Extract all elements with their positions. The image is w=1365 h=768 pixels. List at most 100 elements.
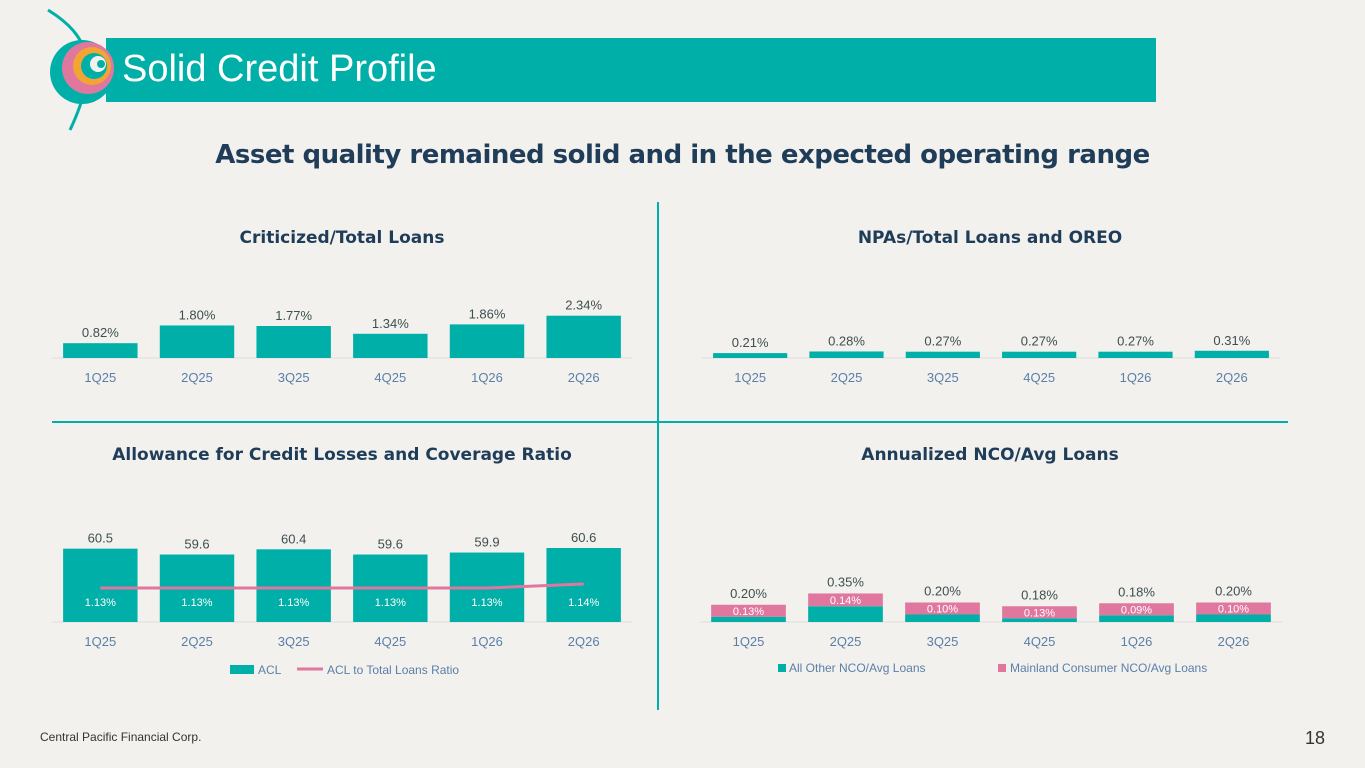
npas-bar-1 (809, 351, 884, 358)
acl-legend-swatch-acl (230, 665, 254, 674)
nco-bar-other-4 (1099, 615, 1174, 622)
acl-bar-label-1: 59.6 (184, 537, 209, 552)
acl-legend-label-acl: ACL (258, 663, 282, 677)
nco-bar-other-0 (711, 616, 786, 622)
nco-tick-label-4: 1Q26 (1121, 634, 1153, 649)
nco-bar-other-2 (905, 614, 980, 622)
nco-bar-mainland-2 (905, 602, 980, 615)
nco-total-label-1: 0.35% (827, 574, 864, 589)
npas-tick-label-5: 2Q26 (1216, 370, 1248, 385)
nco-tick-label-0: 1Q25 (733, 634, 765, 649)
nco-bar-other-5 (1196, 614, 1271, 622)
acl-tick-label-4: 1Q26 (471, 634, 503, 649)
nco-bar-mainland-1 (808, 593, 883, 607)
acl-tick-label-0: 1Q25 (84, 634, 116, 649)
nco-total-label-2: 0.20% (924, 584, 961, 599)
npas-bar-3 (1002, 351, 1077, 358)
npas-tick-label-0: 1Q25 (734, 370, 766, 385)
vertical-divider (657, 202, 659, 710)
npas-tick-label-3: 4Q25 (1023, 370, 1055, 385)
nco-tick-label-3: 4Q25 (1024, 634, 1056, 649)
title-bar (106, 38, 1156, 102)
acl-legend-label-ratio: ACL to Total Loans Ratio (327, 663, 459, 677)
acl-bar-label-3: 59.6 (378, 537, 403, 552)
criticized-data-label-1: 1.80% (179, 307, 216, 322)
footer-company: Central Pacific Financial Corp. (40, 730, 202, 744)
acl-bar-label-0: 60.5 (88, 531, 113, 546)
criticized-tick-label-3: 4Q25 (374, 370, 406, 385)
acl-tick-label-1: 2Q25 (181, 634, 213, 649)
criticized-data-label-5: 2.34% (565, 298, 602, 313)
acl-tick-label-3: 4Q25 (374, 634, 406, 649)
criticized-bar-2 (256, 326, 331, 358)
page-title: Solid Credit Profile (122, 48, 437, 90)
acl-bar-label-5: 60.6 (571, 530, 596, 545)
criticized-data-label-3: 1.34% (372, 316, 409, 331)
criticized-bar-0 (63, 343, 138, 358)
npas-data-label-0: 0.21% (732, 335, 769, 350)
criticized-tick-label-1: 2Q25 (181, 370, 213, 385)
nco-mainland-label-1: 0.14% (830, 595, 861, 607)
acl-bar-label-2: 60.4 (281, 531, 306, 546)
criticized-tick-label-0: 1Q25 (84, 370, 116, 385)
npas-tick-label-2: 3Q25 (927, 370, 959, 385)
nco-legend-swatch-other (778, 664, 786, 672)
chart-title-acl: Allowance for Credit Losses and Coverage… (112, 445, 572, 465)
criticized-tick-label-5: 2Q26 (568, 370, 600, 385)
nco-total-label-3: 0.18% (1021, 587, 1058, 602)
company-logo-icon (47, 8, 114, 131)
criticized-bar-1 (159, 325, 235, 358)
npas-tick-label-4: 1Q26 (1120, 370, 1152, 385)
nco-mainland-label-3: 0.13% (1024, 607, 1055, 619)
npas-bar-5 (1194, 350, 1269, 358)
acl-ratio-label-0: 1.13% (85, 597, 116, 609)
slide-subtitle: Asset quality remained solid and in the … (215, 140, 1150, 170)
criticized-bar-4 (449, 324, 525, 358)
acl-tick-label-5: 2Q26 (568, 634, 600, 649)
acl-ratio-label-2: 1.13% (278, 597, 309, 609)
criticized-data-label-0: 0.82% (82, 325, 119, 340)
acl-bar-2 (256, 549, 331, 622)
criticized-tick-label-4: 1Q26 (471, 370, 503, 385)
nco-bar-mainland-0 (711, 604, 786, 617)
nco-mainland-label-4: 0.09% (1121, 604, 1152, 616)
horizontal-divider (52, 421, 1288, 423)
criticized-bar-5 (546, 315, 621, 358)
acl-ratio-line (100, 582, 584, 590)
nco-total-label-0: 0.20% (730, 586, 767, 601)
acl-bar-0 (63, 548, 138, 622)
acl-ratio-label-1: 1.13% (181, 597, 212, 609)
npas-tick-label-1: 2Q25 (831, 370, 863, 385)
nco-tick-label-5: 2Q26 (1218, 634, 1250, 649)
acl-bar-label-4: 59.9 (474, 535, 499, 550)
acl-ratio-label-4: 1.13% (471, 597, 502, 609)
nco-bar-mainland-4 (1099, 603, 1174, 616)
nco-tick-label-1: 2Q25 (830, 634, 862, 649)
criticized-data-label-2: 1.77% (275, 308, 312, 323)
page-number: 18 (1304, 728, 1325, 748)
npas-bar-0 (713, 353, 788, 358)
nco-mainland-label-2: 0.10% (927, 604, 958, 616)
npas-data-label-4: 0.27% (1117, 334, 1154, 349)
criticized-tick-label-2: 3Q25 (278, 370, 310, 385)
nco-mainland-label-0: 0.13% (733, 606, 764, 618)
chart-title-nco: Annualized NCO/Avg Loans (861, 445, 1119, 465)
criticized-data-label-4: 1.86% (469, 306, 506, 321)
npas-bar-4 (1098, 351, 1173, 358)
nco-legend-label-other: All Other NCO/Avg Loans (789, 661, 926, 675)
acl-ratio-label-3: 1.13% (375, 597, 406, 609)
npas-data-label-1: 0.28% (828, 333, 865, 348)
chart-title-criticized: Criticized/Total Loans (239, 228, 445, 248)
nco-mainland-label-5: 0.10% (1218, 604, 1249, 616)
chart-title-npas: NPAs/Total Loans and OREO (857, 228, 1123, 248)
nco-tick-label-2: 3Q25 (927, 634, 959, 649)
acl-ratio-label-5: 1.14% (568, 597, 599, 609)
npas-data-label-3: 0.27% (1021, 334, 1058, 349)
nco-bar-mainland-5 (1196, 602, 1271, 615)
nco-total-label-5: 0.20% (1215, 584, 1252, 599)
criticized-bar-3 (353, 333, 428, 358)
nco-legend-swatch-mainland (998, 664, 1006, 672)
acl-tick-label-2: 3Q25 (278, 634, 310, 649)
nco-bar-other-3 (1002, 618, 1077, 622)
